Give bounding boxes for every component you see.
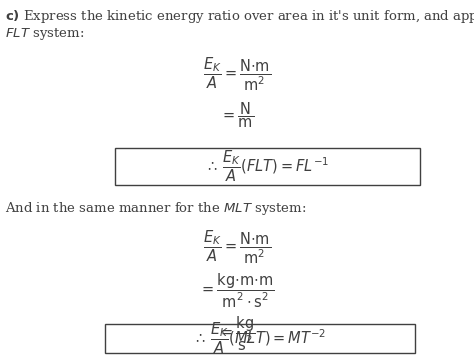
Text: $= \dfrac{\mathrm{kg}}{\mathrm{s}^2}$: $= \dfrac{\mathrm{kg}}{\mathrm{s}^2}$: [218, 315, 256, 353]
Text: $= \dfrac{\mathrm{N}}{\mathrm{m}}$: $= \dfrac{\mathrm{N}}{\mathrm{m}}$: [220, 100, 254, 130]
Bar: [115, 148, 420, 185]
Bar: [105, 323, 415, 353]
Text: $\therefore\,\dfrac{E_K}{A}(\mathit{FLT}) = FL^{-1}$: $\therefore\,\dfrac{E_K}{A}(\mathit{FLT}…: [205, 149, 329, 184]
Text: $= \dfrac{\mathrm{kg{\cdot}m{\cdot}m}}{\mathrm{m}^2 \cdot \mathrm{s}^2}$: $= \dfrac{\mathrm{kg{\cdot}m{\cdot}m}}{\…: [199, 272, 275, 310]
Text: $\dfrac{E_K}{A} = \dfrac{\mathrm{N{\cdot}m}}{\mathrm{m}^2}$: $\dfrac{E_K}{A} = \dfrac{\mathrm{N{\cdot…: [203, 55, 271, 93]
Text: $\dfrac{E_K}{A} = \dfrac{\mathrm{N{\cdot}m}}{\mathrm{m}^2}$: $\dfrac{E_K}{A} = \dfrac{\mathrm{N{\cdot…: [203, 228, 271, 266]
Text: And in the same manner for the $\mathit{MLT}$ system:: And in the same manner for the $\mathit{…: [5, 200, 306, 217]
Text: $\therefore\,\dfrac{E_K}{A}(\mathit{MLT}) = MT^{-2}$: $\therefore\,\dfrac{E_K}{A}(\mathit{MLT}…: [193, 321, 327, 356]
Text: $\mathbf{c)}$ Express the kinetic energy ratio over area in it's unit form, and : $\mathbf{c)}$ Express the kinetic energy…: [5, 8, 474, 25]
Text: $\mathit{FLT}$ system:: $\mathit{FLT}$ system:: [5, 26, 84, 42]
